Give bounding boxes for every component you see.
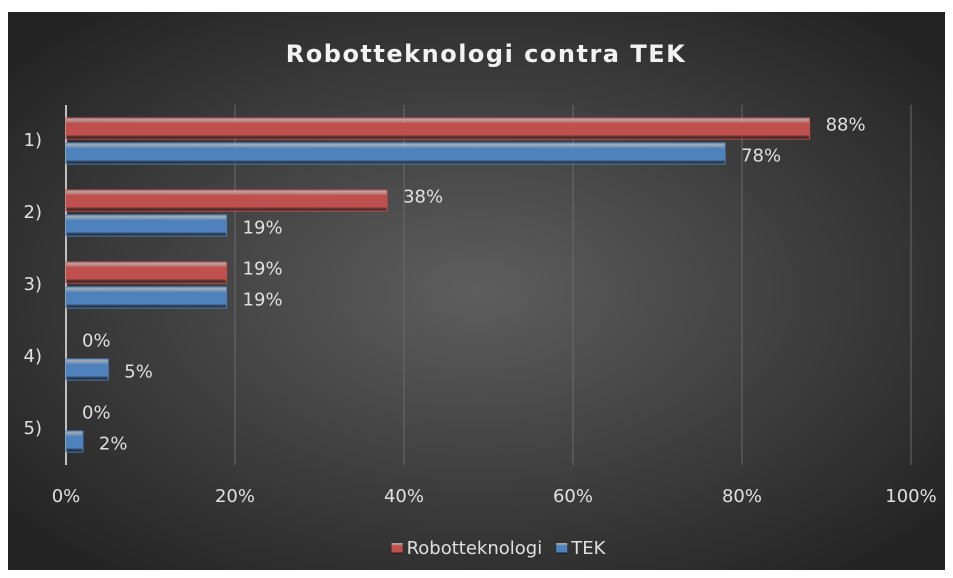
- data-label: 19%: [243, 290, 283, 311]
- data-label: 38%: [403, 187, 443, 208]
- data-label: 2%: [99, 434, 128, 455]
- chart-title: Robotteknologi contra TEK: [286, 40, 686, 68]
- bar: [65, 430, 84, 453]
- bar: [65, 189, 388, 212]
- data-label: 5%: [124, 362, 153, 383]
- bar: [65, 117, 811, 140]
- x-tick-label: 0%: [52, 486, 81, 507]
- data-label: 88%: [826, 115, 866, 136]
- bar: [65, 358, 109, 381]
- bar: [65, 142, 726, 165]
- x-tick-label: 60%: [553, 486, 593, 507]
- x-tick-label: 20%: [215, 486, 255, 507]
- legend-marker: [391, 543, 403, 554]
- y-tick-label: 5): [24, 418, 42, 439]
- y-tick-label: 4): [24, 346, 42, 367]
- legend-label: Robotteknologi: [407, 538, 543, 559]
- y-tick-label: 1): [24, 130, 42, 151]
- bar: [65, 214, 228, 237]
- data-label: 78%: [741, 146, 781, 167]
- y-tick-label: 2): [24, 202, 42, 223]
- legend-label: TEK: [570, 538, 606, 559]
- legend-marker: [556, 543, 568, 554]
- data-label: 0%: [82, 331, 111, 352]
- x-tick-label: 80%: [722, 486, 762, 507]
- x-tick-label: 40%: [384, 486, 424, 507]
- y-tick-label: 3): [24, 274, 42, 295]
- bar: [65, 286, 228, 309]
- x-tick-label: 100%: [885, 486, 936, 507]
- data-label: 19%: [243, 259, 283, 280]
- bar: [65, 261, 228, 284]
- data-label: 19%: [243, 218, 283, 239]
- data-label: 0%: [82, 403, 111, 424]
